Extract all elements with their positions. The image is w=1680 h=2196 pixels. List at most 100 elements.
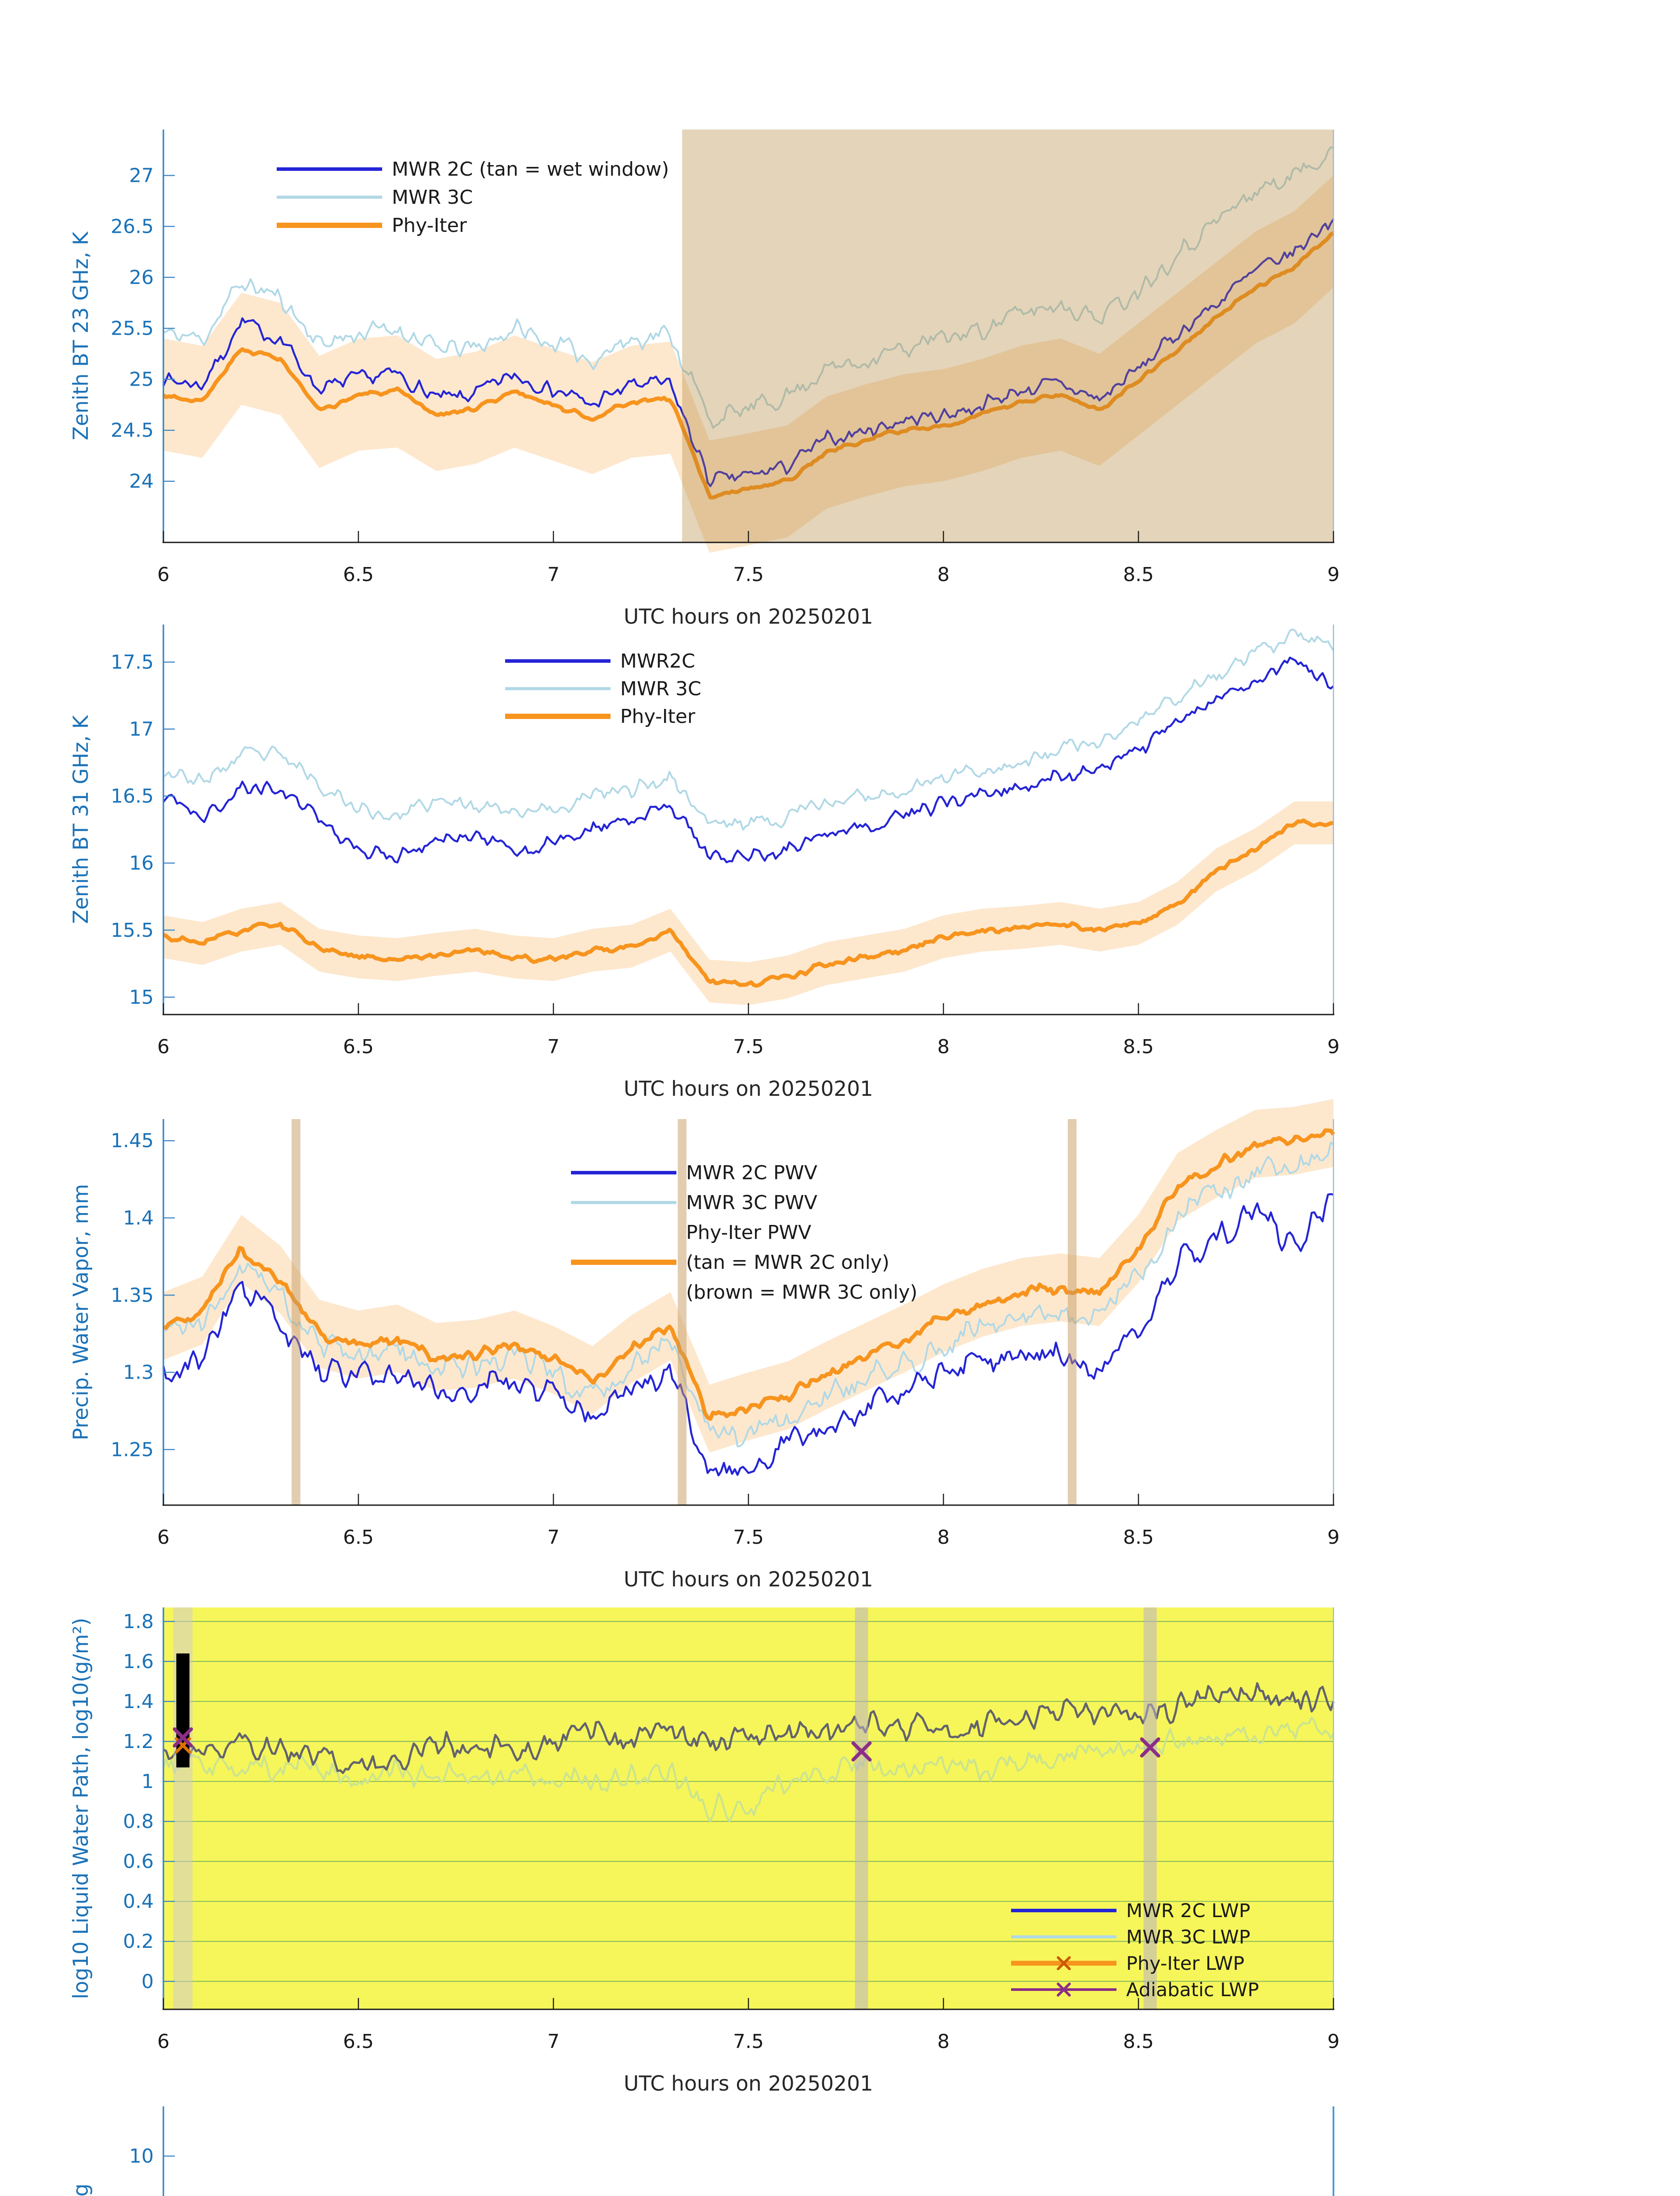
legend-pwv: MWR 2C PWV MWR 3C PWV Phy-Iter PWV (tan = M… <box>571 1162 918 1304</box>
x-tick-label: 6.5 <box>343 1526 374 1549</box>
x-tick-label: 7 <box>547 2030 560 2053</box>
x-tick-label: 8.5 <box>1123 563 1154 586</box>
y-tick-label: 16.5 <box>111 785 154 808</box>
series-phy-iter <box>162 231 1335 500</box>
panel-pwv: 6 6.5 7 7.5 8 8.5 9 1.25 1.3 1.35 1.4 1.45 UTC hours… <box>69 1099 1340 1592</box>
legend-label: MWR 3C PWV <box>686 1192 817 1214</box>
series-mwr-3c <box>163 628 1334 831</box>
legend-label: MWR2C <box>620 650 695 672</box>
event-bar <box>678 1119 687 1505</box>
marker-adiabatic-lwp <box>851 1741 872 1762</box>
panel-lwp: 6 6.5 7 7.5 8 8.5 9 0 0.2 0.4 0.6 0.8 1 1.2 1.4 1.6 1.8 U… <box>69 1607 1340 2096</box>
legend-label: MWR 2C LWP <box>1126 1900 1250 1922</box>
x-tick-label: 7.5 <box>733 2030 764 2053</box>
x-tick-label: 6 <box>157 2030 170 2053</box>
event-bar <box>1068 1119 1077 1505</box>
ylabel-lwp: log10 Liquid Water Path, log10(g/m²) <box>69 1618 93 1999</box>
y-tick-label: 1.4 <box>123 1207 154 1229</box>
xlabel-bt23: UTC hours on 20250201 <box>624 605 873 629</box>
x-tick-label: 7 <box>547 1526 560 1549</box>
x-tick-label: 7 <box>547 1036 560 1058</box>
series-mwr-3c <box>163 146 1334 429</box>
x-tick-label: 7.5 <box>733 1036 764 1058</box>
y-tick-label: 26.5 <box>111 215 154 238</box>
y-tick-label: 1.45 <box>111 1130 154 1152</box>
event-bar <box>1143 1607 1157 2009</box>
y-tick-label: 0.4 <box>123 1890 154 1913</box>
region-wet-window <box>682 130 1333 542</box>
panel-bt23: 6 6.5 7 7.5 8 8.5 9 24 24.5 25 25.5 26 26.5 27 UTC hou… <box>69 130 1340 629</box>
y-tick-label: 16 <box>129 852 154 874</box>
series-phy-iter <box>163 818 1334 988</box>
x-tick-label: 9 <box>1327 1526 1340 1549</box>
ylabel-dqflag: MWR Phy Iter DQ Flag <box>69 2184 93 2196</box>
legend-label: Phy-Iter <box>392 214 467 237</box>
x-tick-label: 7.5 <box>733 563 764 586</box>
event-bar <box>855 1607 868 2009</box>
series-mwr-3c-lwp <box>162 1716 1334 1822</box>
y-tick-label: 15 <box>129 986 154 1008</box>
y-tick-label: 1.6 <box>123 1651 154 1673</box>
legend-label: MWR 3C <box>392 186 473 209</box>
legend-marker <box>1057 1983 1071 1997</box>
legend-label: MWR 2C (tan = wet window) <box>392 158 669 181</box>
y-tick-label: 27 <box>129 164 154 187</box>
panel-dqflag: 66.577.588.590246810UTC hours on 2025020… <box>69 2106 1334 2196</box>
x-tick-label: 8 <box>937 563 950 586</box>
y-tick-label: 1.35 <box>111 1284 154 1307</box>
xlabel-bt31: UTC hours on 20250201 <box>624 1077 873 1101</box>
uncertainty-band <box>163 801 1333 1005</box>
x-tick-label: 9 <box>1327 2030 1340 2053</box>
y-tick-label: 1.4 <box>123 1690 154 1713</box>
legend-label: Phy-Iter <box>620 705 696 728</box>
legend-marker <box>1057 1956 1071 1970</box>
legend-bt23: MWR 2C (tan = wet window) MWR 3C Phy-Iter <box>277 158 669 237</box>
xlabel-lwp: UTC hours on 20250201 <box>624 2072 873 2096</box>
legend-label: (brown = MWR 3C only) <box>686 1281 918 1304</box>
legend-label: MWR 2C PWV <box>686 1162 817 1184</box>
x-tick-label: 6 <box>157 1526 170 1549</box>
y-tick-label: 0 <box>141 1970 154 1993</box>
xlabel-pwv: UTC hours on 20250201 <box>624 1568 873 1592</box>
series-mwr2c <box>163 656 1334 863</box>
event-bar <box>291 1119 300 1505</box>
x-tick-label: 6.5 <box>343 1036 374 1058</box>
legend-label: Phy-Iter PWV <box>686 1221 811 1244</box>
series-mwr-3c-pwv <box>163 1141 1334 1448</box>
plot-area-background <box>163 1607 1333 2009</box>
x-tick-label: 6.5 <box>343 563 374 586</box>
y-tick-label: 1 <box>141 1770 154 1793</box>
series-mwr-2c-lwp <box>163 1682 1335 1774</box>
y-tick-label: 1.25 <box>111 1438 154 1461</box>
x-tick-label: 8 <box>937 1036 950 1058</box>
y-tick-label: 0.8 <box>123 1810 154 1833</box>
y-tick-label: 25.5 <box>111 318 154 340</box>
x-tick-label: 8 <box>937 2030 950 2053</box>
legend-label: (tan = MWR 2C only) <box>686 1251 889 1274</box>
x-tick-label: 6.5 <box>343 2030 374 2053</box>
y-tick-label: 0.6 <box>123 1850 154 1873</box>
y-tick-label: 26 <box>129 267 154 289</box>
uncertainty-band <box>163 175 1333 553</box>
x-tick-label: 8.5 <box>1123 1526 1154 1549</box>
ylabel-pwv: Precip. Water Vapor, mm <box>69 1184 93 1441</box>
y-tick-label: 10 <box>129 2145 154 2167</box>
x-tick-label: 9 <box>1327 563 1340 586</box>
x-tick-label: 6 <box>157 563 170 586</box>
x-tick-label: 8 <box>937 1526 950 1549</box>
panel-bt31: 6 6.5 7 7.5 8 8.5 9 15 15.5 16 16.5 17 17.5 UTC hours… <box>69 625 1340 1101</box>
x-tick-label: 8.5 <box>1123 1036 1154 1058</box>
y-tick-label: 1.3 <box>123 1362 154 1384</box>
ylabel-bt23: Zenith BT 23 GHz, K <box>69 231 93 440</box>
y-tick-label: 1.2 <box>123 1730 154 1753</box>
marker-adiabatic-lwp <box>1140 1737 1160 1758</box>
y-tick-label: 1.8 <box>123 1611 154 1633</box>
y-tick-label: 24 <box>129 470 154 493</box>
y-tick-label: 17.5 <box>111 651 154 673</box>
x-tick-label: 8.5 <box>1123 2030 1154 2053</box>
series-phy-iter-pwv <box>163 1128 1335 1421</box>
marker-adiabatic-lwp <box>173 1727 193 1748</box>
y-tick-label: 17 <box>129 718 154 740</box>
